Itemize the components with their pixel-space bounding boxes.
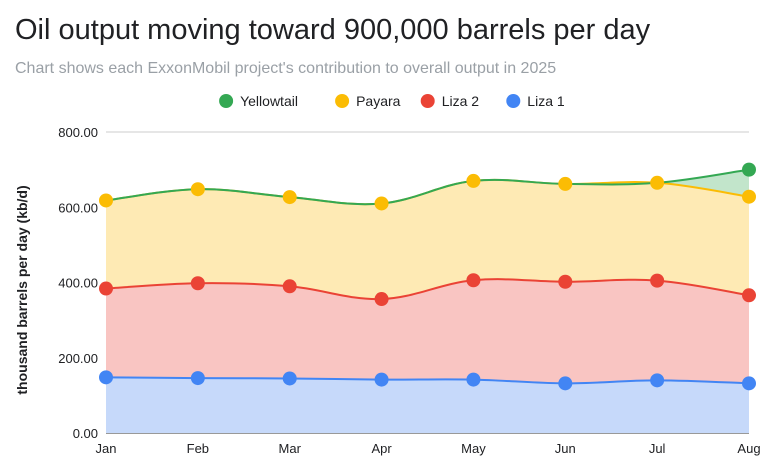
series-lines [105,168,750,385]
chart-title: Oil output moving toward 900,000 barrels… [15,14,651,46]
x-axis-ticks: Jan Feb Mar Apr May Jun Jul Aug [96,441,761,456]
legend: Yellowtail Payara Liza 2 Liza 1 [219,93,565,109]
point-yellowtail[interactable] [742,162,756,177]
legend-label-liza-2[interactable]: Liza 2 [442,93,480,109]
legend-label-yellowtail[interactable]: Yellowtail [240,93,298,109]
x-tick-label: Jul [649,441,666,456]
line-liza-1 [105,376,750,385]
line-liza-2 [105,278,750,301]
y-axis-ticks: 0.00 200.00 400.00 600.00 800.00 [58,125,98,441]
legend-marker-yellowtail [219,94,234,108]
series-points [99,162,756,391]
point-liza-2[interactable] [558,274,573,289]
series-areas [106,169,749,433]
x-tick-label: Aug [737,441,760,456]
point-payara[interactable] [374,196,389,211]
line-yellowtail [105,168,750,206]
x-tick-label: Jun [555,441,576,456]
point-liza-2[interactable] [190,276,205,291]
x-tick-label: Apr [371,441,392,456]
point-payara[interactable] [190,182,205,197]
x-tick-label: May [461,441,486,456]
y-tick-label: 0.00 [73,426,98,441]
area-liza-1 [106,377,749,433]
legend-label-liza-1[interactable]: Liza 1 [527,93,565,109]
point-payara[interactable] [558,176,573,191]
legend-marker-liza-2 [420,94,435,108]
chart-subtitle: Chart shows each ExxonMobil project's co… [15,60,557,77]
point-liza-1[interactable] [374,372,389,387]
area-liza-2 [106,279,749,384]
point-liza-1[interactable] [190,371,205,386]
point-payara[interactable] [466,173,481,188]
point-liza-1[interactable] [742,376,756,391]
y-tick-label: 800.00 [58,125,98,140]
legend-marker-payara [335,94,350,108]
point-liza-2[interactable] [742,288,756,303]
point-liza-2[interactable] [374,292,389,307]
y-tick-label: 200.00 [58,351,98,366]
point-liza-1[interactable] [99,370,113,385]
point-liza-2[interactable] [466,273,481,288]
legend-marker-liza-1 [506,94,521,108]
point-payara[interactable] [650,175,665,190]
x-tick-label: Feb [187,441,209,456]
point-liza-2[interactable] [282,279,297,294]
point-payara[interactable] [742,189,756,204]
point-payara[interactable] [99,193,113,208]
point-liza-1[interactable] [466,372,481,387]
point-liza-2[interactable] [99,281,113,296]
point-liza-1[interactable] [282,371,297,386]
point-liza-1[interactable] [650,373,665,388]
point-liza-2[interactable] [650,273,665,288]
y-tick-label: 400.00 [58,276,98,291]
point-payara[interactable] [282,190,297,205]
area-payara [106,179,749,300]
x-tick-label: Mar [279,441,302,456]
y-axis-label: thousand barrels per day (kb/d) [14,185,30,394]
y-tick-label: 600.00 [58,200,98,215]
legend-label-payara[interactable]: Payara [356,93,401,109]
point-liza-1[interactable] [558,376,573,391]
x-tick-label: Jan [96,441,117,456]
